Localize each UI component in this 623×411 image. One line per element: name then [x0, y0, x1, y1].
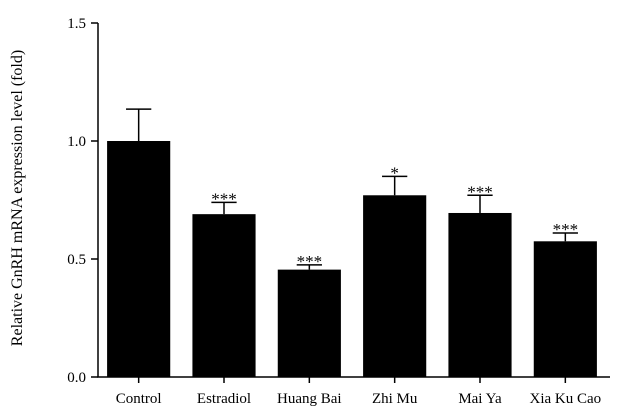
x-tick-label: Control	[116, 391, 162, 407]
bar	[277, 269, 341, 377]
y-axis: 0.0 0.5 1.0 1.5	[67, 16, 99, 386]
bar	[448, 212, 512, 377]
y-tick-label: 0.0	[67, 370, 86, 386]
x-tick-label: Estradiol	[197, 391, 251, 407]
significance-label: ***	[211, 189, 237, 208]
x-tick-label: Mai Ya	[458, 391, 502, 407]
y-axis-label: Relative GnRH mRNA expression level (fol…	[9, 50, 26, 346]
bar	[533, 241, 597, 377]
x-tick-label: Zhi Mu	[372, 391, 418, 407]
y-tick-label: 1.5	[67, 16, 86, 32]
bar	[192, 214, 256, 377]
bars-group: *************	[107, 108, 597, 377]
significance-label: *	[390, 163, 399, 182]
significance-label: ***	[467, 182, 493, 201]
bar	[107, 141, 171, 377]
significance-label: ***	[297, 252, 323, 271]
significance-label: ***	[553, 220, 579, 239]
x-tick-label: Xia Ku Cao	[530, 391, 602, 407]
x-tick-label: Huang Bai	[277, 391, 342, 407]
y-tick-label: 1.0	[67, 134, 86, 150]
y-tick-label: 0.5	[67, 252, 86, 268]
bar	[363, 195, 427, 377]
x-axis: Control Estradiol Huang Bai Zhi Mu Mai Ya Xia…	[97, 376, 610, 407]
